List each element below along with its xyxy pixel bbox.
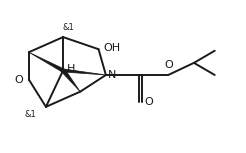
Text: &1: &1 xyxy=(24,110,36,119)
Text: O: O xyxy=(144,97,153,107)
Polygon shape xyxy=(61,70,80,92)
Text: H: H xyxy=(67,64,75,74)
Text: O: O xyxy=(164,60,173,70)
Polygon shape xyxy=(63,69,106,75)
Text: &1: &1 xyxy=(62,23,74,32)
Text: N: N xyxy=(108,70,117,80)
Text: OH: OH xyxy=(103,43,120,53)
Polygon shape xyxy=(29,52,65,72)
Text: O: O xyxy=(14,75,23,84)
